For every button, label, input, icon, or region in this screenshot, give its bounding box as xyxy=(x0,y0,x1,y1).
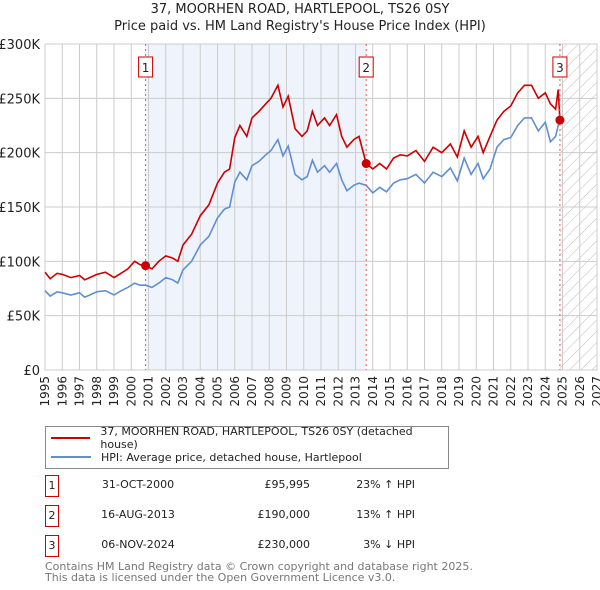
transaction-hpi-diff: 13% ↑ HPI xyxy=(356,508,415,521)
x-tick-label: 2008 xyxy=(262,376,276,407)
chart-subtitle: Price paid vs. HM Land Registry's House … xyxy=(114,19,486,34)
transaction-row: 1 31-OCT-2000 £95,995 23% ↑ HPI xyxy=(45,475,445,497)
x-tick-label: 2024 xyxy=(538,376,552,407)
x-tick-label: 2019 xyxy=(452,376,466,407)
blue-line-swatch xyxy=(51,456,91,458)
x-tick-label: 1996 xyxy=(55,376,69,407)
transaction-date: 06-NOV-2024 xyxy=(101,538,175,551)
transaction-hpi-diff: 3% ↓ HPI xyxy=(363,538,415,551)
legend-item-hpi: HPI: Average price, detached house, Hart… xyxy=(51,449,362,465)
x-tick-label: 1995 xyxy=(38,376,52,407)
x-tick-label: 2010 xyxy=(297,376,311,407)
x-tick-label: 2026 xyxy=(573,376,587,407)
sale-marker-box xyxy=(552,56,568,78)
x-tick-label: 2005 xyxy=(211,376,225,407)
x-tick-label: 2015 xyxy=(383,376,397,407)
x-tick-label: 2004 xyxy=(193,376,207,407)
transaction-badge: 3 xyxy=(45,535,59,557)
legend-item-property: 37, MOORHEN ROAD, HARTLEPOOL, TS26 0SY (… xyxy=(51,425,448,451)
sale-marker-label: 3 xyxy=(556,61,564,75)
transaction-price: £230,000 xyxy=(257,538,311,551)
footer-copyright: Contains HM Land Registry data © Crown c… xyxy=(45,560,473,573)
x-tick-label: 1998 xyxy=(90,376,104,407)
transaction-date: 16-AUG-2013 xyxy=(101,508,175,521)
x-tick-label: 2000 xyxy=(124,376,138,407)
y-tick-label: £50K xyxy=(7,310,41,325)
sale-marker-box xyxy=(138,56,154,78)
sale-marker-label: 1 xyxy=(142,61,150,75)
x-tick-label: 2027 xyxy=(590,376,600,407)
x-tick-label: 2025 xyxy=(556,376,570,407)
x-tick-label: 1997 xyxy=(73,376,87,407)
x-tick-label: 2017 xyxy=(418,376,432,407)
x-tick-label: 2014 xyxy=(366,376,380,407)
y-tick-label: £150K xyxy=(0,201,40,216)
legend: 37, MOORHEN ROAD, HARTLEPOOL, TS26 0SY (… xyxy=(45,425,449,469)
property-price-line xyxy=(44,83,561,281)
footer-licence: This data is licensed under the Open Gov… xyxy=(45,571,396,584)
transaction-row: 2 16-AUG-2013 £190,000 13% ↑ HPI xyxy=(45,505,445,527)
x-tick-label: 2022 xyxy=(504,376,518,407)
x-tick-label: 2012 xyxy=(331,376,345,407)
x-tick-label: 2009 xyxy=(280,376,294,407)
y-tick-label: £250K xyxy=(0,92,40,107)
transaction-hpi-diff: 23% ↑ HPI xyxy=(356,478,415,491)
x-tick-label: 2023 xyxy=(521,376,535,407)
x-tick-label: 2003 xyxy=(176,376,190,407)
transaction-badge: 1 xyxy=(45,475,59,497)
y-tick-label: £200K xyxy=(0,147,40,162)
transaction-date: 31-OCT-2000 xyxy=(101,478,175,491)
x-tick-label: 2007 xyxy=(245,376,259,407)
transaction-price: £190,000 xyxy=(257,508,311,521)
y-tick-label: £100K xyxy=(0,255,40,270)
legend-label: HPI: Average price, detached house, Hart… xyxy=(101,450,362,464)
chart-title: 37, MOORHEN ROAD, HARTLEPOOL, TS26 0SY xyxy=(150,2,450,17)
transaction-row: 3 06-NOV-2024 £230,000 3% ↓ HPI xyxy=(45,535,445,557)
sale-point xyxy=(555,115,565,125)
red-line-swatch xyxy=(51,437,91,439)
sale-marker-box xyxy=(358,56,374,78)
x-tick-label: 1999 xyxy=(107,376,121,407)
x-tick-label: 2002 xyxy=(159,376,173,407)
sale-marker-label: 2 xyxy=(362,61,370,75)
y-tick-label: £300K xyxy=(0,38,40,53)
plot-border xyxy=(44,43,598,371)
x-tick-label: 2011 xyxy=(314,376,328,407)
transaction-badge: 2 xyxy=(45,505,59,527)
x-tick-label: 2006 xyxy=(228,376,242,407)
x-tick-label: 2013 xyxy=(349,376,363,407)
sale-point xyxy=(141,261,151,271)
x-tick-label: 2020 xyxy=(469,376,483,407)
x-tick-label: 2021 xyxy=(487,376,501,407)
sale-point xyxy=(361,159,371,169)
x-tick-label: 2001 xyxy=(142,376,156,407)
legend-label: 37, MOORHEN ROAD, HARTLEPOOL, TS26 0SY (… xyxy=(100,425,413,451)
x-tick-label: 2018 xyxy=(435,376,449,407)
transaction-price: £95,995 xyxy=(264,478,311,491)
x-tick-label: 2016 xyxy=(400,376,414,407)
y-tick-label: £0 xyxy=(23,364,40,379)
hpi-line xyxy=(44,113,561,299)
